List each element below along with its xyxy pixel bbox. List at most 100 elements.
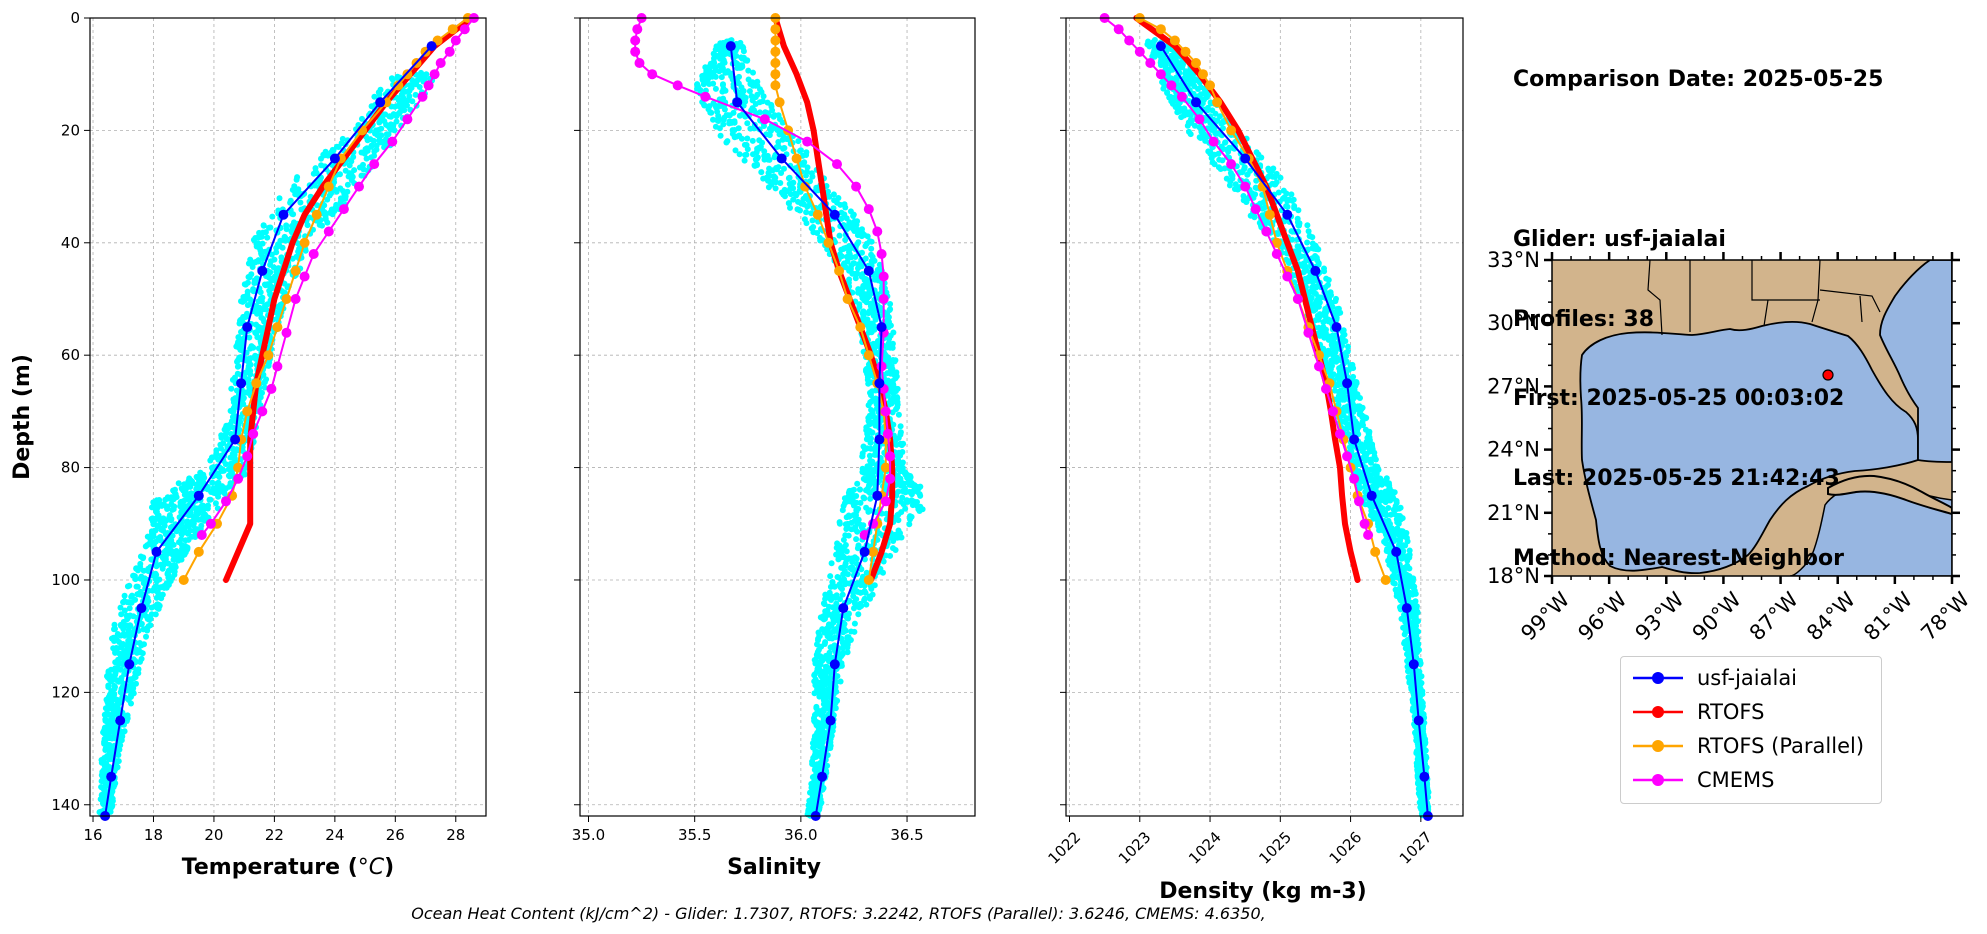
- temperature-glider-point: [236, 320, 243, 327]
- density-glider-point: [1216, 156, 1223, 163]
- salinity-glider-point: [769, 167, 776, 174]
- salinity-glider-point: [782, 193, 788, 200]
- salinity-glider-point: [830, 191, 837, 198]
- temperature-marker-cmems: [444, 46, 455, 57]
- temperature-glider-point: [115, 745, 122, 752]
- temperature-glider-point: [150, 521, 157, 528]
- salinity-glider-point: [863, 427, 870, 434]
- temperature-glider-point: [361, 150, 368, 157]
- salinity-glider-point: [855, 265, 861, 272]
- temperature-marker-usf-jaiaiai: [193, 490, 204, 501]
- temperature-glider-point: [237, 414, 244, 421]
- salinity-glider-point: [813, 703, 820, 710]
- temperature-glider-point: [283, 226, 290, 233]
- temperature-marker-cmems: [369, 159, 380, 170]
- salinity-glider-point: [857, 486, 863, 493]
- temperature-glider-point: [105, 706, 112, 712]
- temperature-glider-scatter: [96, 69, 436, 818]
- temperature-glider-point: [212, 500, 219, 507]
- temperature-glider-point: [312, 169, 319, 176]
- salinity-glider-point: [853, 536, 860, 543]
- density-glider-point: [1309, 234, 1316, 241]
- salinity-marker-cmems: [700, 91, 711, 102]
- temperature-glider-point: [133, 583, 140, 590]
- temperature-glider-point: [163, 584, 170, 591]
- salinity-marker-cmems: [630, 46, 641, 57]
- salinity-glider-point: [856, 301, 863, 308]
- salinity-glider-point: [765, 169, 772, 176]
- salinity-glider-point: [840, 649, 847, 656]
- salinity-marker-usf-jaiaiai: [872, 490, 883, 501]
- temperature-glider-point: [351, 167, 358, 174]
- density-glider-point: [1226, 182, 1233, 189]
- salinity-marker-usf-jaiaiai: [838, 603, 849, 614]
- salinity-glider-point: [842, 542, 849, 548]
- salinity-glider-point: [840, 536, 847, 543]
- salinity-glider-point: [779, 119, 786, 126]
- salinity-glider-point: [787, 191, 794, 198]
- salinity-glider-point: [768, 181, 775, 188]
- salinity-marker-cmems: [632, 24, 643, 35]
- salinity-glider-point: [749, 105, 756, 112]
- density-glider-point: [1176, 108, 1183, 115]
- temperature-glider-point: [371, 93, 378, 100]
- salinity-glider-point: [861, 582, 868, 589]
- salinity-glider-point: [827, 621, 834, 628]
- salinity-glider-point: [785, 175, 792, 182]
- temperature-glider-point: [175, 480, 182, 487]
- temperature-glider-point: [152, 575, 159, 582]
- temperature-glider-point: [130, 613, 137, 620]
- temperature-ytick-label: 120: [51, 683, 80, 701]
- salinity-glider-point: [777, 180, 784, 186]
- temperature-glider-point: [134, 668, 140, 674]
- density-glider-point: [1266, 167, 1273, 174]
- salinity-glider-point: [832, 699, 839, 706]
- temperature-xtick-label: 22: [265, 826, 284, 844]
- salinity-glider-point: [800, 201, 807, 208]
- salinity-x-label: Salinity: [727, 855, 821, 880]
- temperature-glider-point: [137, 658, 143, 665]
- temperature-marker-rtofs-parallel-: [393, 80, 404, 91]
- temperature-glider-point: [268, 251, 275, 258]
- temperature-glider-point: [173, 528, 180, 535]
- temperature-glider-point: [172, 553, 179, 560]
- salinity-glider-point: [717, 132, 724, 139]
- salinity-glider-point: [917, 492, 924, 499]
- salinity-marker-rtofs-parallel-: [770, 69, 781, 80]
- salinity-glider-point: [745, 67, 752, 74]
- salinity-glider-point: [867, 389, 873, 396]
- salinity-glider-point: [827, 583, 834, 590]
- temperature-glider-point: [318, 155, 324, 162]
- salinity-glider-point: [744, 146, 751, 153]
- salinity-glider-point: [868, 238, 875, 245]
- salinity-glider-point: [780, 145, 787, 152]
- salinity-glider-point: [786, 200, 792, 207]
- salinity-glider-point: [792, 165, 799, 172]
- temperature-glider-point: [406, 87, 413, 94]
- salinity-glider-point: [865, 508, 872, 515]
- temperature-glider-point: [244, 302, 251, 309]
- temperature-glider-point: [133, 680, 139, 687]
- salinity-glider-point: [707, 109, 714, 116]
- salinity-marker-usf-jaiaiai: [874, 378, 885, 389]
- salinity-glider-point: [712, 73, 719, 80]
- temperature-glider-point: [247, 345, 254, 352]
- salinity-glider-point: [832, 634, 839, 641]
- salinity-glider-point: [872, 414, 878, 421]
- salinity-glider-point: [820, 600, 827, 607]
- temperature-glider-point: [226, 473, 233, 480]
- density-glider-point: [1284, 198, 1291, 205]
- salinity-marker-cmems: [672, 80, 683, 91]
- salinity-glider-point: [839, 645, 846, 651]
- temperature-xtick-label: 16: [83, 826, 102, 844]
- salinity-glider-point: [744, 120, 751, 127]
- salinity-glider-point: [862, 589, 869, 596]
- salinity-glider-point: [854, 270, 861, 277]
- salinity-glider-point: [854, 480, 861, 487]
- temperature-glider-point: [261, 384, 268, 391]
- temperature-glider-point: [201, 517, 208, 524]
- density-glider-point: [1296, 222, 1303, 229]
- temperature-glider-point: [168, 516, 175, 522]
- salinity-glider-point: [889, 344, 896, 351]
